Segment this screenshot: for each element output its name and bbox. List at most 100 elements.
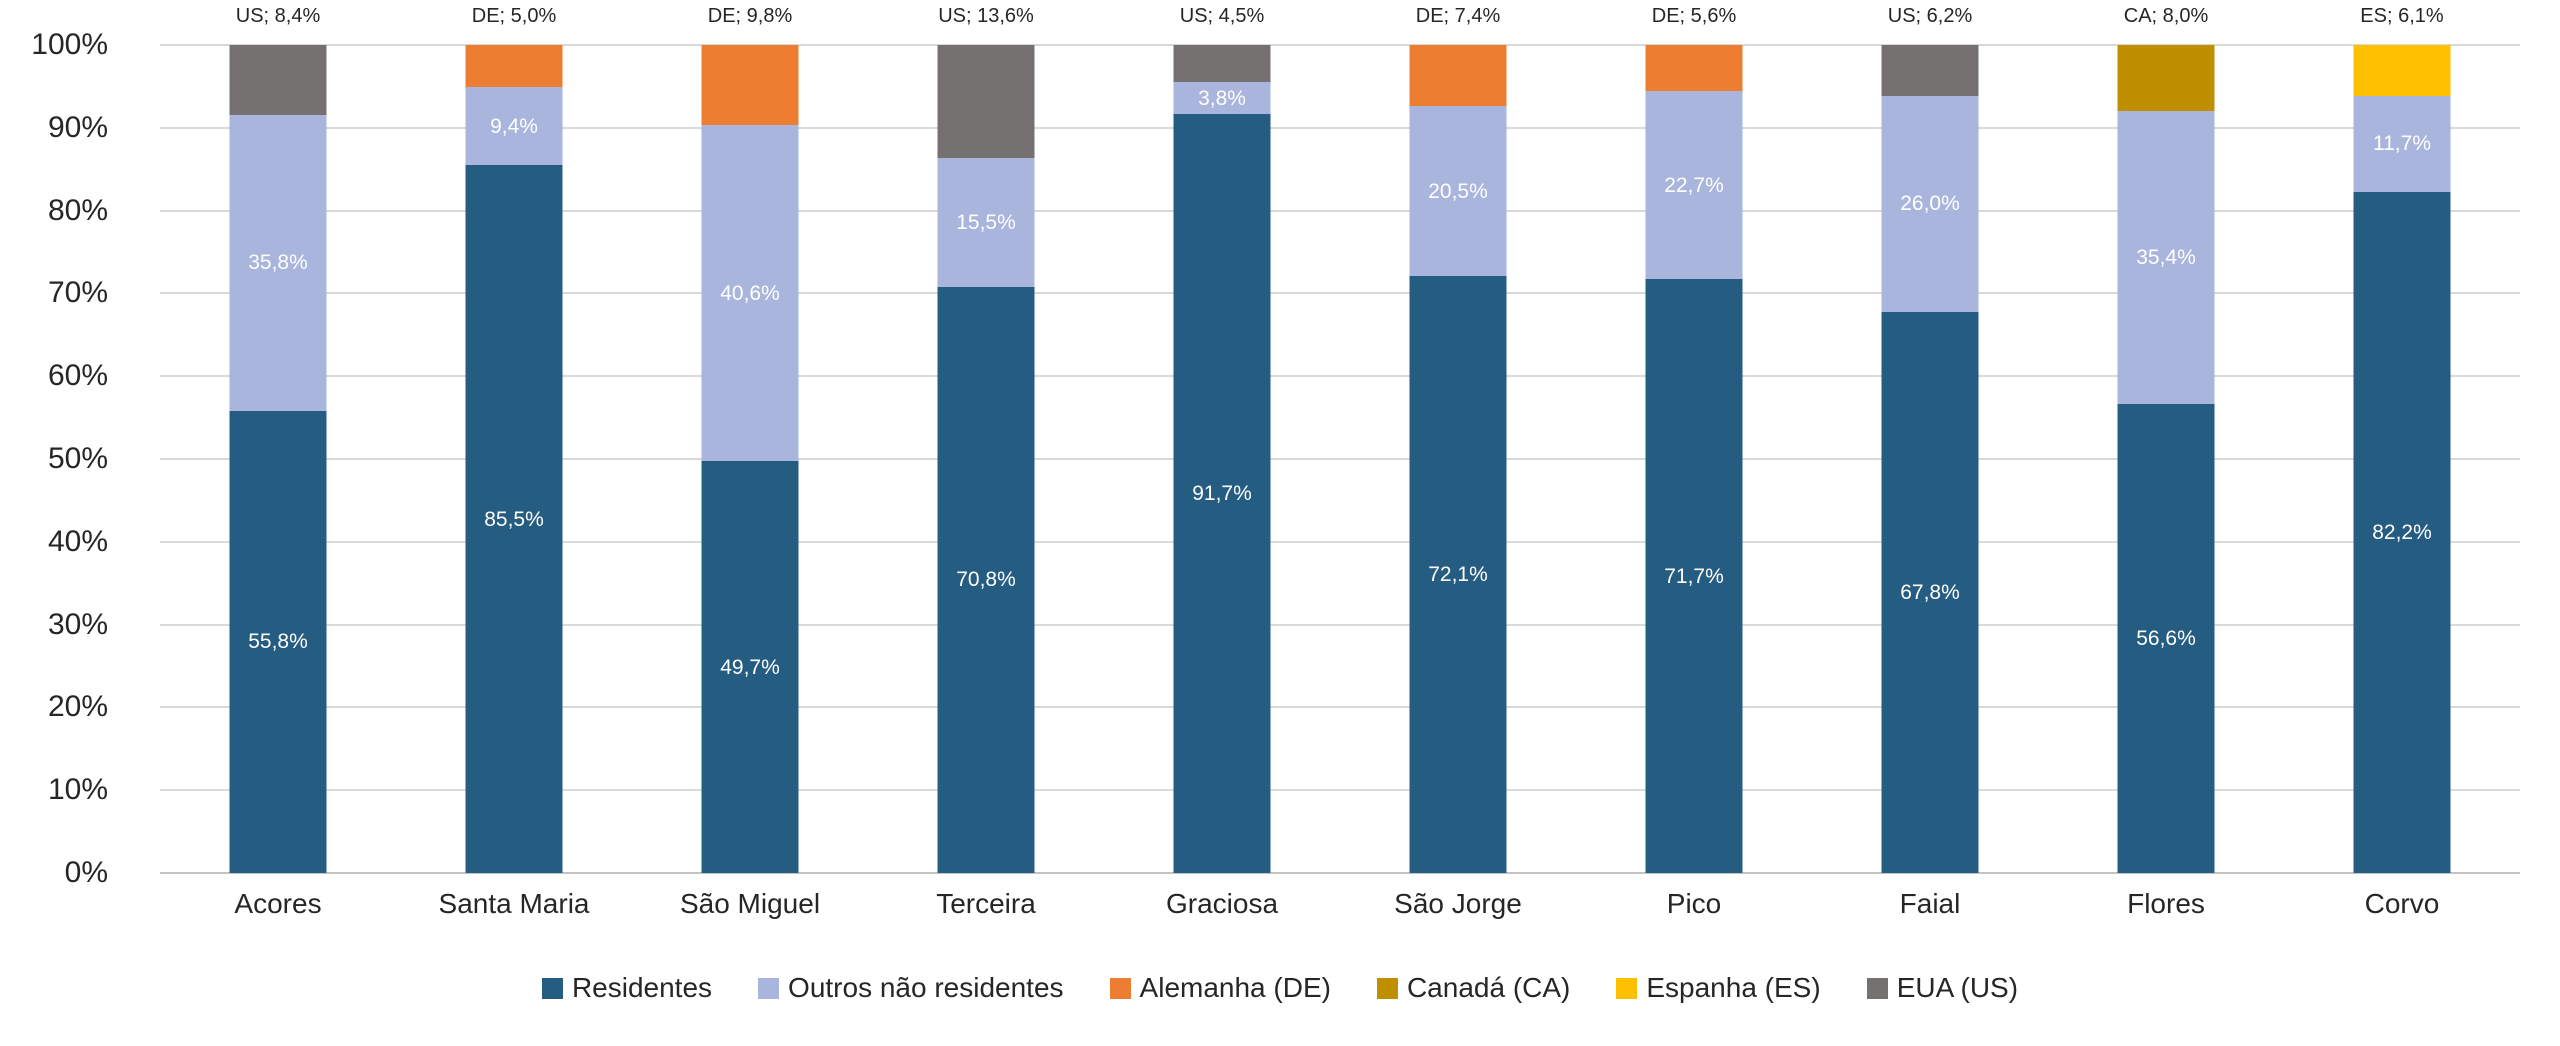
legend-item-espanha-es: Espanha (ES): [1616, 972, 1821, 1004]
segment-value-label: 70,8%: [956, 568, 1016, 592]
segment-value-label: 15,5%: [956, 211, 1016, 235]
bar-top-label: US; 6,2%: [1887, 5, 1973, 27]
gridline: [160, 44, 2520, 46]
segment-outros-nao-residentes: 26,0%: [1881, 96, 1979, 312]
y-axis-tick-label: 40%: [47, 524, 108, 558]
legend-label: Alemanha (DE): [1139, 972, 1331, 1003]
segment-value-label: 35,8%: [248, 251, 308, 275]
segment-value-label: 49,7%: [720, 655, 780, 679]
legend-item-canada-ca: Canadá (CA): [1376, 972, 1571, 1004]
segment-outros-nao-residentes: 3,8%: [1173, 82, 1271, 114]
x-axis-label: Flores: [2127, 888, 2205, 919]
bar-slot: 82,2% 11,7% ES; 6,1%: [2284, 5, 2520, 873]
gridline: [160, 375, 2520, 378]
segment-alemanha-de: [1409, 45, 1507, 107]
bar-top-label: ES; 6,1%: [2360, 5, 2444, 27]
bar-slot: 67,8% 26,0% US; 6,2%: [1812, 5, 2048, 873]
bar-top-label: DE; 7,4%: [1415, 5, 1501, 27]
y-axis-tick-label: 10%: [47, 773, 108, 807]
segment-value-label: 40,6%: [720, 281, 780, 305]
bar-top-label: US; 4,5%: [1179, 5, 1265, 27]
x-axis-label: Pico: [1666, 888, 1722, 919]
segment-canada-ca: [2117, 45, 2215, 112]
x-axis-label: Terceira: [936, 888, 1036, 919]
legend-item-outros-nao-residentes: Outros não residentes: [758, 972, 1064, 1004]
plot-area: 0% 10% 20% 30% 40% 50% 60% 70% 80% 90% 100% 55,8% 35…: [31, 5, 2520, 889]
bar-são-jorge: 72,1% 20,5%: [1409, 45, 1507, 873]
segment-residentes: 56,6%: [2117, 404, 2215, 873]
segment-outros-nao-residentes: 35,8%: [229, 114, 327, 411]
segment-eua-us: [937, 45, 1035, 159]
x-axis-label: São Jorge: [1394, 888, 1522, 919]
segment-residentes: 71,7%: [1645, 279, 1743, 873]
bar-acores: 55,8% 35,8%: [229, 45, 327, 873]
bar-pico: 71,7% 22,7%: [1645, 45, 1743, 873]
segment-eua-us: [1881, 45, 1979, 97]
bar-faial: 67,8% 26,0%: [1881, 45, 1979, 873]
segment-residentes: 49,7%: [701, 461, 799, 873]
y-axis-tick-label: 0%: [64, 856, 108, 889]
bar-slot: 72,1% 20,5% DE; 7,4%: [1340, 5, 1576, 873]
segment-value-label: 35,4%: [2136, 246, 2196, 270]
segment-outros-nao-residentes: 35,4%: [2117, 111, 2215, 405]
segment-value-label: 22,7%: [1664, 173, 1724, 197]
y-axis-tick-label: 60%: [47, 359, 108, 393]
x-axis-label: Corvo: [2364, 888, 2440, 919]
segment-eua-us: [229, 45, 327, 115]
gridline: [160, 458, 2520, 460]
segment-value-label: 91,7%: [1192, 481, 1252, 505]
segment-value-label: 26,0%: [1900, 192, 1960, 216]
x-axis-label: Faial: [1899, 888, 1961, 919]
segment-eua-us: [1173, 45, 1271, 83]
segment-value-label: 56,6%: [2136, 627, 2196, 651]
segment-residentes: 67,8%: [1881, 311, 1979, 873]
segment-residentes: 82,2%: [2353, 192, 2451, 873]
segment-residentes: 91,7%: [1173, 113, 1271, 873]
legend-label: Outros não residentes: [788, 972, 1064, 1003]
y-axis-tick-label: 20%: [47, 690, 108, 724]
segment-outros-nao-residentes: 15,5%: [937, 158, 1035, 287]
segment-alemanha-de: [701, 45, 799, 126]
y-axis-tick-label: 70%: [47, 276, 108, 310]
segment-alemanha-de: [465, 45, 563, 88]
legend-label: EUA (US): [1896, 972, 2019, 1003]
bar-flores: 56,6% 35,4%: [2117, 45, 2215, 873]
bar-são-miguel: 49,7% 40,6%: [701, 45, 799, 873]
bar-corvo: 82,2% 11,7%: [2353, 45, 2451, 873]
legend-label: Canadá (CA): [1406, 972, 1571, 1003]
bar-slot: 56,6% 35,4% CA; 8,0%: [2048, 5, 2284, 873]
bar-top-label: DE; 5,6%: [1651, 5, 1737, 27]
bar-top-label: DE; 9,8%: [707, 5, 793, 27]
segment-value-label: 71,7%: [1664, 564, 1724, 588]
bar-slot: 91,7% 3,8% US; 4,5%: [1104, 5, 1340, 873]
segment-value-label: 67,8%: [1900, 580, 1960, 604]
segment-residentes: 85,5%: [465, 165, 563, 873]
bar-top-label: CA; 8,0%: [2123, 5, 2209, 27]
gridline: [160, 789, 2520, 792]
segment-residentes: 55,8%: [229, 410, 327, 873]
legend-label: Espanha (ES): [1646, 972, 1821, 1003]
bar-slot: 71,7% 22,7% DE; 5,6%: [1576, 5, 1812, 873]
legend-swatch-alemanha-de: [1109, 977, 1131, 999]
y-axis-tick-label: 30%: [47, 607, 108, 641]
bar-slot: 55,8% 35,8% US; 8,4%: [160, 5, 396, 873]
segment-value-label: 82,2%: [2372, 521, 2432, 545]
x-axis-label: Graciosa: [1165, 888, 1279, 919]
bar-terceira: 70,8% 15,5%: [937, 45, 1035, 873]
segment-value-label: 11,7%: [2373, 132, 2431, 156]
segment-outros-nao-residentes: 22,7%: [1645, 91, 1743, 280]
segment-value-label: 55,8%: [248, 630, 308, 654]
bars-layer: 55,8% 35,8% US; 8,4% 85,5% 9,4% DE; 5,0% 49,7%…: [160, 5, 2520, 873]
gridline: [160, 209, 2520, 212]
segment-espanha-es: [2353, 45, 2451, 96]
bar-slot: 49,7% 40,6% DE; 9,8%: [632, 5, 868, 873]
bar-top-label: US; 13,6%: [938, 5, 1034, 27]
y-axis-tick-label: 100%: [31, 28, 108, 61]
legend-label: Residentes: [571, 972, 713, 1003]
x-axis-label: Santa Maria: [438, 888, 590, 919]
bar-top-label: US; 8,4%: [235, 5, 321, 27]
legend-swatch-eua-us: [1866, 977, 1888, 999]
legend-item-alemanha-de: Alemanha (DE): [1109, 972, 1331, 1004]
segment-value-label: 85,5%: [484, 507, 544, 531]
